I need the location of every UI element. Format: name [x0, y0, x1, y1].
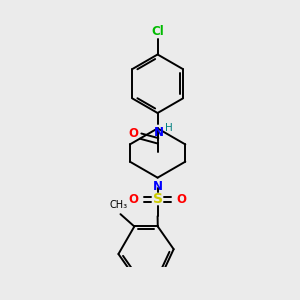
Text: O: O	[128, 127, 138, 140]
Text: N: N	[154, 126, 164, 139]
Text: CH₃: CH₃	[110, 200, 128, 210]
Text: O: O	[176, 193, 187, 206]
Text: H: H	[164, 123, 172, 133]
Text: Cl: Cl	[151, 25, 164, 38]
Text: S: S	[153, 192, 163, 206]
Text: N: N	[153, 180, 163, 193]
Text: O: O	[129, 193, 139, 206]
